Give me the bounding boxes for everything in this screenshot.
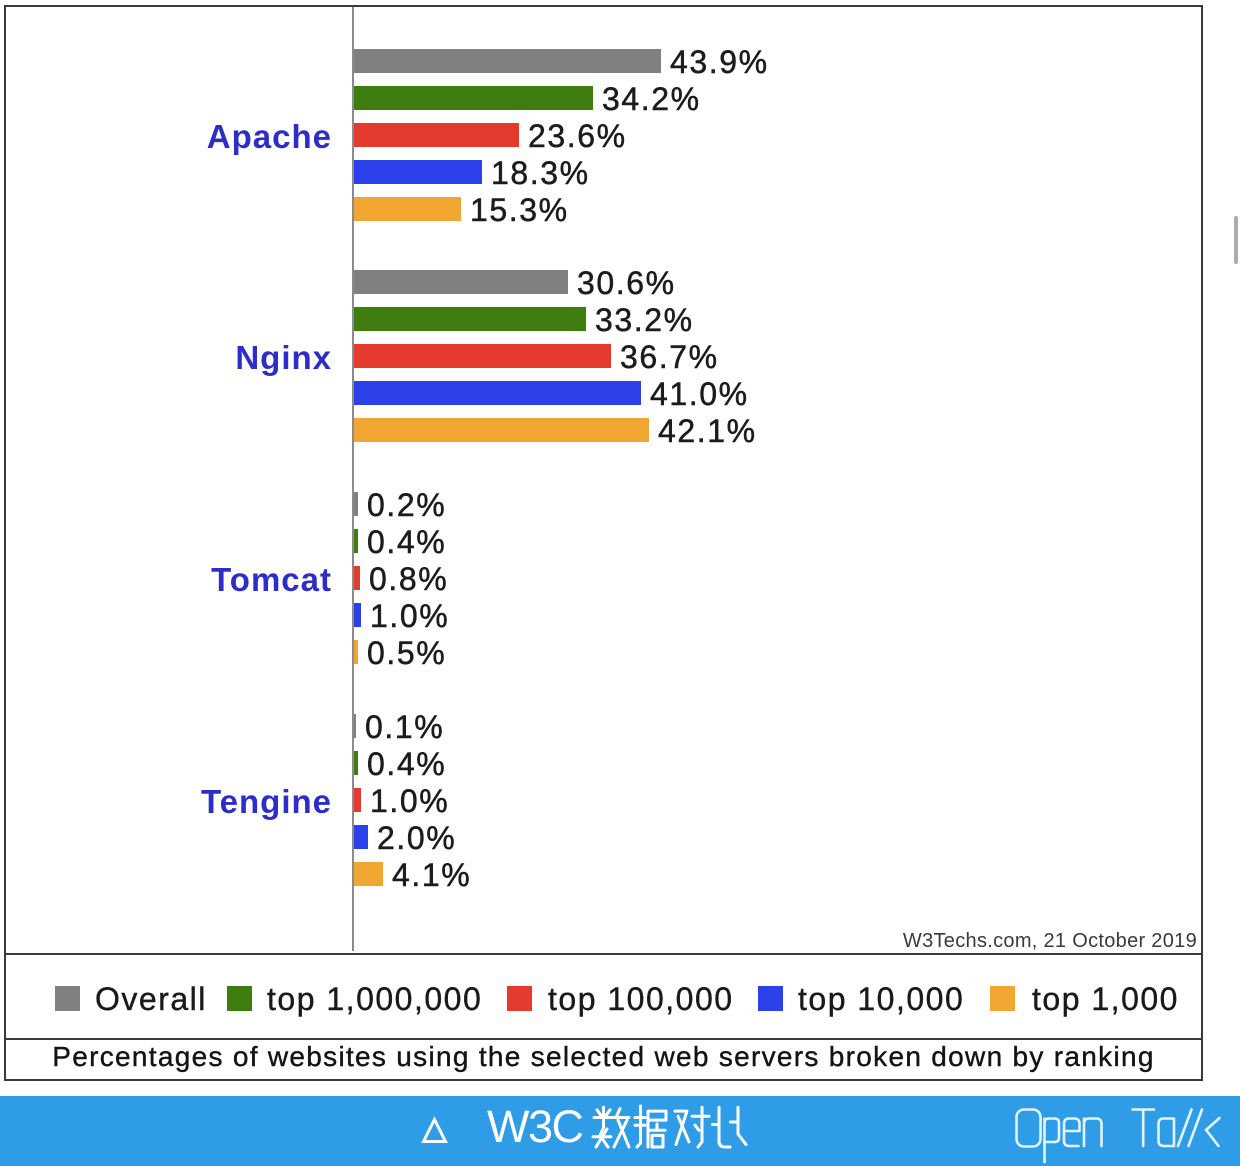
svg-text:W3C: W3C	[487, 1101, 583, 1152]
